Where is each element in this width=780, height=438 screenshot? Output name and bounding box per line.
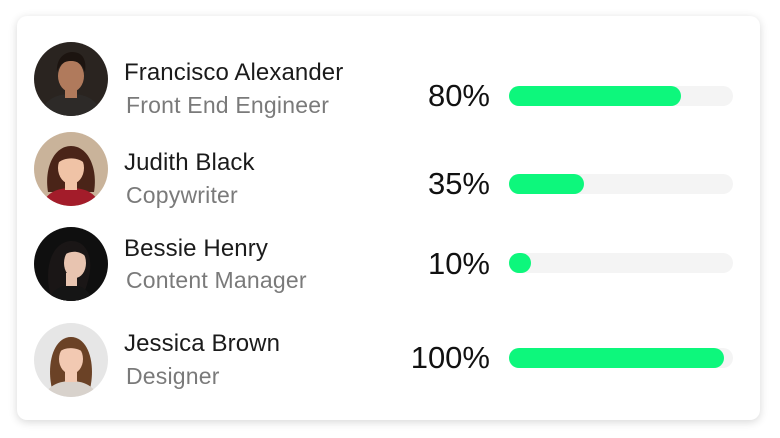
team-progress-card: Francisco Alexander Front End Engineer 8… xyxy=(17,16,760,420)
progress-percent: 80% xyxy=(427,78,490,113)
progress-fill xyxy=(509,174,585,194)
progress-track xyxy=(509,86,733,106)
member-name: Bessie Henry xyxy=(124,235,268,262)
progress-fill xyxy=(509,348,725,368)
progress-track xyxy=(509,253,733,273)
team-member-row: Jessica Brown Designer 100% xyxy=(17,320,760,400)
team-member-row: Judith Black Copywriter 35% xyxy=(17,129,760,209)
progress-percent: 35% xyxy=(427,166,490,201)
team-member-row: Francisco Alexander Front End Engineer 8… xyxy=(17,39,760,119)
avatar xyxy=(34,323,108,397)
member-role: Designer xyxy=(126,363,220,389)
progress-percent: 100% xyxy=(410,340,490,375)
member-name: Judith Black xyxy=(124,149,255,176)
avatar xyxy=(34,42,108,116)
member-name: Jessica Brown xyxy=(124,330,281,357)
member-role: Content Manager xyxy=(126,267,307,293)
team-member-row: Bessie Henry Content Manager 10% xyxy=(17,224,760,304)
progress-track xyxy=(509,348,733,368)
progress-track xyxy=(509,174,733,194)
progress-percent: 10% xyxy=(427,246,490,281)
progress-fill xyxy=(509,86,682,106)
progress-fill xyxy=(509,253,531,273)
avatar xyxy=(34,227,108,301)
member-name: Francisco Alexander xyxy=(124,59,344,86)
avatar xyxy=(34,132,108,206)
member-role: Front End Engineer xyxy=(126,92,330,118)
member-role: Copywriter xyxy=(126,182,238,208)
